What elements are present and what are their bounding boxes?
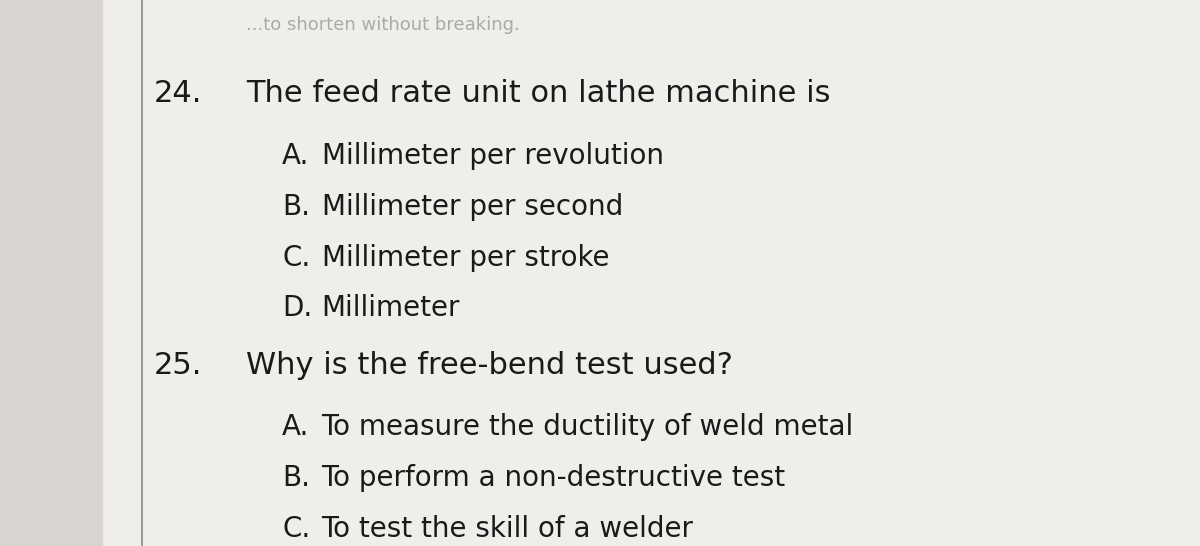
Text: To test the skill of a welder: To test the skill of a welder — [322, 515, 694, 543]
Text: ...to shorten without breaking.: ...to shorten without breaking. — [246, 16, 520, 34]
Text: 25.: 25. — [154, 351, 202, 379]
Text: A.: A. — [282, 142, 310, 170]
Text: C.: C. — [282, 244, 311, 271]
Text: Millimeter: Millimeter — [322, 294, 460, 322]
Text: Millimeter per revolution: Millimeter per revolution — [322, 142, 664, 170]
Text: To perform a non-destructive test: To perform a non-destructive test — [322, 464, 786, 492]
Text: The feed rate unit on lathe machine is: The feed rate unit on lathe machine is — [246, 79, 830, 108]
Text: Millimeter per second: Millimeter per second — [322, 193, 623, 221]
Text: B.: B. — [282, 464, 310, 492]
Text: D.: D. — [282, 294, 312, 322]
Bar — [0, 0, 102, 546]
Text: Millimeter per stroke: Millimeter per stroke — [322, 244, 610, 271]
Text: C.: C. — [282, 515, 311, 543]
Text: A.: A. — [282, 413, 310, 441]
Text: B.: B. — [282, 193, 310, 221]
Text: To measure the ductility of weld metal: To measure the ductility of weld metal — [322, 413, 854, 441]
Text: 24.: 24. — [154, 79, 202, 108]
Text: Why is the free-bend test used?: Why is the free-bend test used? — [246, 351, 733, 379]
